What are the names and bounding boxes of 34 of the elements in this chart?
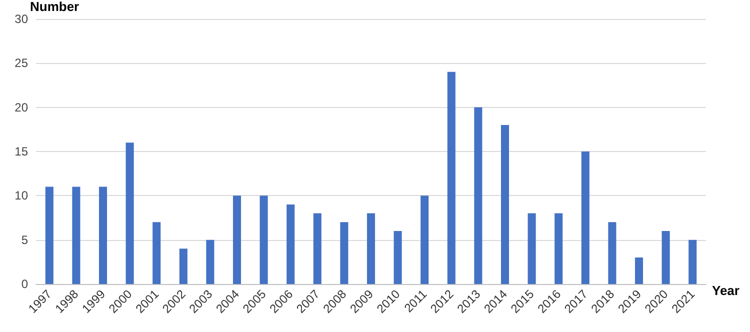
bar [286, 204, 295, 284]
bar [581, 151, 590, 284]
bar [420, 196, 429, 284]
bar [152, 222, 161, 284]
y-tick-label: 20 [14, 100, 28, 114]
bar [554, 213, 563, 284]
y-tick-label: 30 [14, 12, 28, 26]
bar [474, 107, 482, 284]
y-tick-label: 10 [14, 188, 28, 203]
bar [126, 142, 134, 284]
bar [179, 248, 188, 284]
bar [394, 230, 402, 284]
y-tick-label: 15 [14, 144, 28, 158]
bar [45, 186, 54, 284]
bar [688, 240, 697, 284]
bar [313, 213, 322, 284]
bar [608, 222, 616, 284]
y-tick-label: 5 [21, 232, 28, 247]
bar [366, 213, 376, 284]
bar [528, 213, 536, 284]
bar [206, 240, 214, 284]
x-axis-title: Year [712, 283, 740, 298]
bar [447, 72, 456, 284]
y-tick-label: 0 [21, 277, 28, 291]
bar [500, 124, 510, 284]
y-axis-title: Number [30, 0, 80, 14]
bar [340, 222, 348, 284]
bar [72, 186, 80, 284]
bar [232, 196, 242, 284]
y-tick-label: 25 [14, 56, 28, 70]
bar [98, 186, 108, 284]
bar [634, 257, 644, 284]
bar [260, 196, 268, 284]
bar [662, 230, 670, 284]
